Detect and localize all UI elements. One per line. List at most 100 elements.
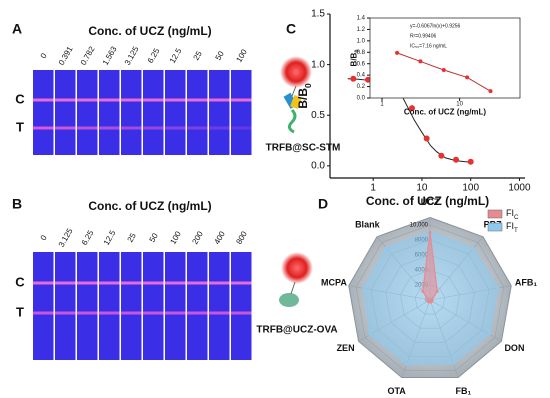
test-strip xyxy=(33,70,54,155)
x-tick-label: 10 xyxy=(416,183,428,194)
test-line xyxy=(231,311,252,315)
x-tick-label: 1 xyxy=(380,102,384,108)
probe-icon-a xyxy=(280,56,312,134)
control-line xyxy=(77,98,98,102)
y-axis-label-main: B/B xyxy=(350,52,359,66)
y-tick-label: 0.0 xyxy=(357,96,366,102)
test-line xyxy=(165,311,186,315)
test-strip xyxy=(165,252,186,360)
test-line xyxy=(99,311,120,315)
test-line xyxy=(187,311,208,315)
radar-point xyxy=(362,286,366,290)
test-line xyxy=(33,126,54,130)
x-tick-label: 1000 xyxy=(508,183,531,194)
radar-point xyxy=(451,361,455,365)
test-line xyxy=(143,126,164,130)
concentration-label: 200 xyxy=(190,229,205,246)
category-label: MCPA xyxy=(321,277,347,287)
test-strip xyxy=(143,252,164,360)
concentration-label: 3.125 xyxy=(123,44,141,66)
control-line xyxy=(143,98,164,102)
panel-letter: A xyxy=(12,21,22,37)
panel-letter: B xyxy=(12,196,22,212)
control-line xyxy=(165,281,186,285)
control-line xyxy=(165,98,186,102)
data-point xyxy=(453,156,460,163)
test-strip xyxy=(55,252,76,360)
concentration-label: 6.25 xyxy=(80,228,96,246)
radar-point xyxy=(368,333,372,336)
control-line xyxy=(99,281,120,285)
test-strip xyxy=(209,252,230,360)
data-point xyxy=(395,50,400,55)
data-point xyxy=(364,76,371,83)
concentration-label: 0.782 xyxy=(79,44,97,66)
probe-label: TRFB@SC-STM xyxy=(266,143,341,154)
control-line xyxy=(121,98,142,102)
test-line xyxy=(77,311,98,315)
test-strip xyxy=(121,70,142,155)
test-strip xyxy=(121,252,142,360)
test-line xyxy=(209,126,230,130)
legend-swatch xyxy=(487,209,503,219)
concentration-label: 6.25 xyxy=(146,46,162,64)
data-point xyxy=(488,89,493,94)
category-label: ZEN xyxy=(337,343,355,353)
test-strip xyxy=(99,70,120,155)
y-axis-label-sub: 0 xyxy=(355,50,361,53)
test-strip xyxy=(187,252,208,360)
y-tick-label: 0.6 xyxy=(357,61,366,67)
control-line xyxy=(121,281,142,285)
test-strip xyxy=(209,70,230,155)
panel-title: Conc. of UCZ (ng/mL) xyxy=(88,199,211,213)
y-tick-label: 1.2 xyxy=(357,27,366,33)
concentration-label: 50 xyxy=(148,231,161,244)
control-line xyxy=(209,98,230,102)
category-label: Blank xyxy=(355,220,381,230)
test-line xyxy=(77,126,98,130)
y-axis-label: B/B0 xyxy=(296,83,313,109)
y-axis-label-sub: 0 xyxy=(303,83,313,88)
test-line xyxy=(121,126,142,130)
concentration-label: 400 xyxy=(212,229,227,246)
test-line xyxy=(165,126,186,130)
control-line xyxy=(77,281,98,285)
x-tick-label: 100 xyxy=(462,183,479,194)
test-line xyxy=(143,311,164,315)
test-line xyxy=(55,311,76,315)
concentration-label: 1.563 xyxy=(101,44,119,66)
test-line xyxy=(121,311,142,315)
control-line xyxy=(99,98,120,102)
category-label: OTA xyxy=(387,386,406,396)
radar-point xyxy=(405,362,409,366)
radar-point xyxy=(426,298,430,302)
test-line xyxy=(99,126,120,130)
data-point xyxy=(441,68,446,72)
radar-point xyxy=(428,231,432,234)
category-label: FB₁ xyxy=(455,386,471,396)
control-line xyxy=(231,98,252,102)
control-line xyxy=(55,281,76,285)
legend-swatch xyxy=(487,222,503,232)
concentration-label: 0 xyxy=(39,51,49,60)
test-strip xyxy=(187,70,208,155)
test-line xyxy=(209,311,230,315)
probe-label: TRFB@UCZ-OVA xyxy=(256,325,337,336)
data-point xyxy=(418,59,423,64)
x-tick-label: 10 xyxy=(456,102,463,108)
test-strip xyxy=(143,70,164,155)
concentration-label: 0.391 xyxy=(57,44,75,66)
test-line xyxy=(231,126,252,130)
panel-letter: D xyxy=(318,196,328,212)
concentration-label: 12.5 xyxy=(168,46,184,64)
data-point xyxy=(467,158,474,165)
grid-ring xyxy=(355,224,505,371)
test-strip xyxy=(99,252,120,360)
annotation: IC₅₀=7.16 ng/mL xyxy=(410,43,447,49)
test-strip xyxy=(33,252,54,360)
concentration-label: 800 xyxy=(234,229,249,246)
data-point xyxy=(423,135,430,142)
category-label: AFB₁ xyxy=(515,277,537,287)
concentration-label: 25 xyxy=(192,49,205,62)
